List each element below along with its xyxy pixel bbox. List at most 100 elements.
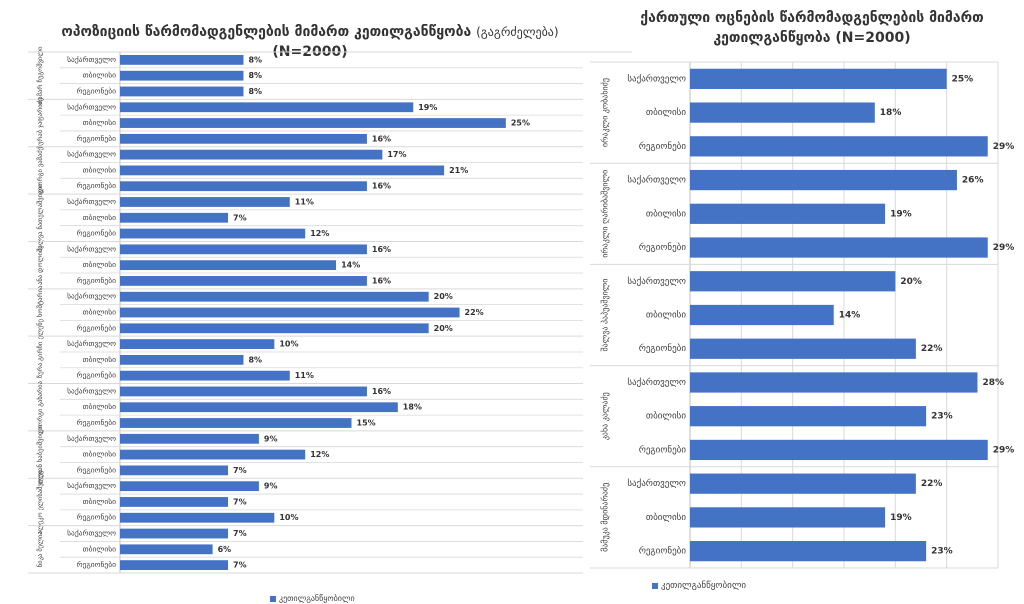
left-group-label: ელენე ხოშტარია [35, 286, 44, 340]
left-value-label: 9% [264, 434, 278, 443]
right-category-label: რეგიონები [639, 343, 687, 354]
left-value-label: 10% [279, 340, 298, 349]
left-value-label: 17% [387, 150, 406, 159]
right-bar [690, 338, 916, 359]
left-bar [120, 528, 229, 539]
right-bar [690, 507, 886, 528]
left-value-label: 12% [310, 450, 329, 459]
left-group-label: შალვა ნათელაშვილი [36, 183, 44, 252]
right-group-label: კახა კალაძე [600, 392, 610, 440]
left-value-label: 7% [233, 213, 247, 222]
right-value-label: 29% [993, 142, 1015, 152]
left-category-label: რეგიონები [77, 134, 117, 143]
left-bar [120, 102, 414, 113]
left-bar [120, 354, 244, 365]
right-category-label: თბილისი [646, 107, 686, 118]
left-group-label: გიორგი გახარია [35, 381, 44, 433]
right-category-label: საქართველო [627, 73, 686, 84]
right-bar [690, 169, 957, 191]
left-category-label: რეგიონები [77, 465, 117, 474]
right-group-label: მამუკა მდინარაძე [600, 483, 610, 552]
left-value-label: 22% [465, 308, 484, 317]
left-category-label: საქართველო [67, 244, 116, 253]
left-category-label: რეგიონები [77, 560, 117, 569]
left-category-label: რეგიონები [77, 371, 117, 380]
right-legend-label: კეთილგანწყობილი [661, 581, 747, 591]
left-value-label: 12% [310, 229, 329, 238]
right-legend: კეთილგანწყობილი [652, 581, 746, 591]
left-category-label: თბილისი [83, 71, 117, 80]
left-value-label: 11% [295, 371, 314, 380]
left-group-label: ანა დოლიძე [36, 245, 44, 284]
right-value-label: 22% [921, 344, 943, 354]
left-bar [120, 560, 229, 571]
left-value-label: 7% [233, 466, 247, 475]
left-chart-panel: ოპოზიციის წარმომადგენლების მიმართ კეთილგ… [28, 24, 632, 603]
left-bar [120, 260, 337, 271]
left-value-label: 16% [372, 276, 391, 285]
right-value-label: 29% [993, 243, 1015, 253]
right-bar [690, 136, 988, 157]
right-bar [690, 203, 886, 224]
left-value-label: 16% [372, 387, 391, 396]
left-value-label: 16% [372, 182, 391, 191]
left-bar [120, 165, 445, 176]
left-category-label: საქართველო [67, 529, 116, 538]
right-bar [690, 304, 834, 326]
left-category-label: საქართველო [67, 150, 116, 159]
right-category-label: საქართველო [627, 377, 686, 388]
right-value-label: 25% [952, 74, 974, 84]
right-bar [690, 271, 896, 292]
right-bar [690, 237, 988, 258]
right-group-label: ირაკლი ღარიბაშვილი [600, 170, 610, 258]
right-category-label: თბილისი [646, 411, 686, 422]
left-value-label: 20% [434, 292, 453, 301]
left-category-label: რეგიონები [77, 181, 117, 190]
left-value-label: 8% [248, 87, 262, 96]
left-value-label: 8% [248, 55, 262, 64]
right-value-label: 23% [931, 547, 953, 557]
left-bar [120, 433, 259, 444]
left-category-label: თბილისი [83, 402, 117, 411]
left-value-label: 18% [403, 403, 422, 412]
left-group-label: ზურაბ ჯაფარიძე [35, 98, 44, 149]
left-bar [120, 228, 306, 239]
right-category-label: საქართველო [627, 175, 686, 186]
right-title-line2: კეთილგანწყობა (N=2000) [713, 30, 911, 46]
left-value-label: 21% [449, 166, 468, 175]
left-value-label: 8% [248, 71, 262, 80]
left-value-label: 7% [233, 529, 247, 538]
right-category-label: საქართველო [627, 276, 686, 287]
left-bar [120, 197, 290, 207]
right-value-label: 28% [982, 378, 1004, 388]
right-bar [690, 68, 947, 89]
right-category-label: საქართველო [627, 478, 686, 489]
left-legend-label: კეთილგანწყობილი [279, 594, 355, 603]
left-value-label: 11% [295, 197, 314, 206]
left-bar [120, 481, 259, 492]
left-category-label: საქართველო [67, 197, 116, 206]
left-bar [120, 497, 229, 507]
left-bar [120, 307, 460, 318]
right-category-label: თბილისი [646, 310, 686, 321]
left-bar-chart: თამარ ჩუგოშვილი საქართველო 8% თბილისი 8% რეგი… [28, 46, 632, 574]
left-category-label: თბილისი [83, 260, 117, 269]
left-bar [120, 544, 213, 555]
left-value-label: 25% [511, 119, 530, 128]
right-category-label: რეგიონები [639, 242, 687, 253]
right-category-label: თბილისი [646, 208, 686, 219]
left-bar [120, 512, 275, 523]
left-group-label: ალეკო ელისაშვილი [36, 469, 44, 534]
right-value-label: 14% [839, 311, 861, 321]
right-category-label: თბილისი [646, 512, 686, 523]
right-value-label: 26% [962, 176, 984, 186]
right-bar [690, 439, 988, 461]
left-value-label: 19% [418, 103, 437, 112]
right-value-label: 22% [921, 479, 943, 489]
left-category-label: რეგიონები [77, 86, 117, 95]
right-bar-chart: ირაკლი კობახიძე საქართველო 25% თბილისი 18% რე… [590, 61, 1015, 569]
left-bar [120, 449, 306, 460]
right-category-label: რეგიონები [639, 546, 687, 557]
right-bar [690, 473, 916, 494]
left-value-label: 7% [233, 497, 247, 506]
